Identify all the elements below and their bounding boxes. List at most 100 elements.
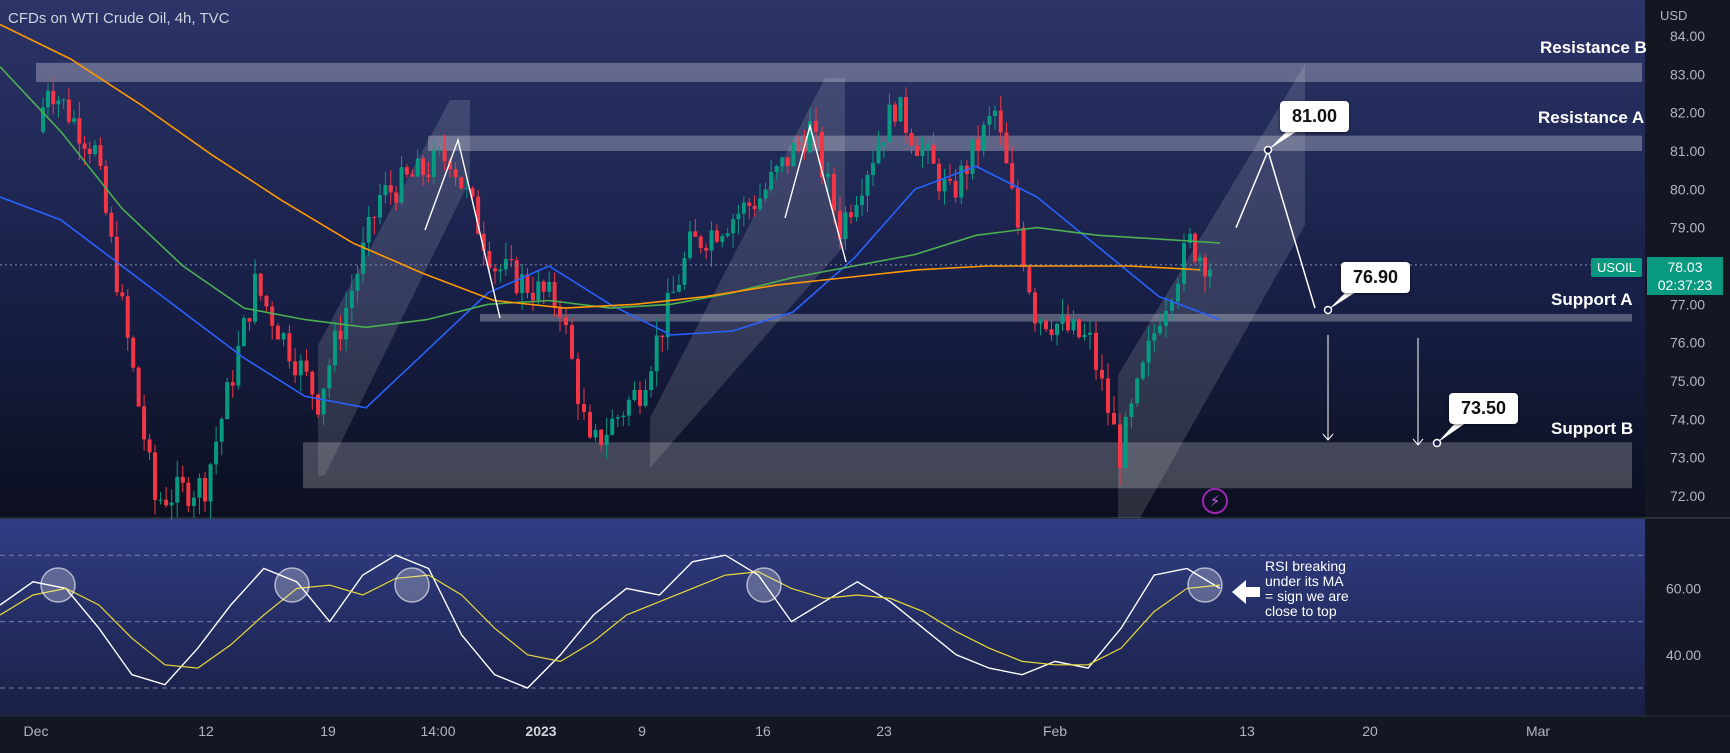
candle-body (615, 417, 620, 419)
ticker-symbol-badge[interactable]: USOIL (1591, 258, 1643, 277)
candle-body (147, 439, 152, 453)
price-tick-label: 72.00 (1670, 488, 1705, 504)
candle-body (682, 258, 687, 285)
candle-body (253, 273, 257, 322)
price-tick-label: 75.00 (1670, 373, 1705, 389)
callout-76-90[interactable]: 76.90 (1341, 262, 1411, 293)
lightning-icon[interactable]: ⚡ (1202, 488, 1228, 514)
candle-body (854, 204, 859, 218)
candle-body (230, 382, 235, 386)
candle-body (741, 202, 746, 214)
time-tick-label: Mar (1526, 723, 1550, 739)
candle-body (1135, 378, 1140, 404)
candle-body (448, 160, 452, 170)
target-point (1432, 438, 1442, 448)
swing-arrow (424, 137, 501, 319)
last-price-value: 78.03 (1667, 259, 1703, 275)
candle-body (981, 124, 986, 151)
candle-body (136, 367, 141, 407)
candle-body (426, 174, 431, 178)
candle-body (626, 399, 631, 416)
candle-body (1010, 163, 1015, 189)
candle-body (926, 144, 930, 149)
candle-body (1015, 188, 1020, 228)
candle-body (588, 412, 592, 438)
candle-body (191, 497, 196, 506)
rsi-highlight-circle (40, 567, 76, 603)
arrow-left-icon (1232, 580, 1260, 604)
rsi-highlight-circle (746, 567, 782, 603)
target-point (1323, 305, 1333, 315)
callout-73-50[interactable]: 73.50 (1449, 393, 1519, 424)
time-axis: Dec 12 19 14:00 2023 9 16 23 Feb 13 20 Mar (24, 723, 1551, 739)
rsi-line (0, 554, 1221, 689)
rsi-tick-label: 60.00 (1666, 580, 1701, 596)
candle-body (791, 143, 796, 167)
candle-body (153, 452, 157, 500)
callout-81-00[interactable]: 81.00 (1280, 101, 1350, 132)
time-tick-label: 9 (638, 723, 646, 739)
candle-body (442, 149, 447, 161)
callout-pointer (1437, 420, 1470, 443)
candle-body (915, 145, 919, 156)
candle-body (87, 148, 92, 155)
candle-body (125, 296, 130, 338)
candle-body (993, 110, 997, 117)
candle-body (1123, 416, 1128, 468)
time-tick-label: 16 (755, 723, 771, 739)
candle-body (1033, 292, 1037, 324)
down-arrow-head (1412, 438, 1424, 446)
candle-body (1077, 319, 1081, 338)
candle-body (909, 132, 914, 146)
candle-body (158, 499, 163, 501)
currency-label: USD (1660, 8, 1688, 23)
axis-background (1645, 0, 1730, 748)
candle-body (959, 165, 964, 198)
candle-body (293, 361, 298, 376)
candle-body (937, 163, 941, 192)
candle-body (1027, 267, 1032, 293)
candle-body (270, 306, 275, 326)
callout-pointer (1268, 128, 1302, 150)
candle-body (1208, 269, 1212, 277)
candle-body (536, 281, 541, 301)
time-tick-label: 19 (320, 723, 336, 739)
candle-body (814, 121, 818, 132)
zone-box (303, 442, 1632, 489)
candle-body (355, 273, 360, 291)
candle-body (476, 196, 481, 234)
zone-box (428, 135, 1642, 151)
candle-body (688, 231, 692, 259)
candle-body (1129, 403, 1134, 417)
candle-body (709, 230, 714, 251)
candle-body (93, 145, 97, 155)
time-tick-label: 23 (876, 723, 892, 739)
candle-body (987, 116, 992, 125)
candle-body (304, 360, 309, 372)
candle-body (383, 185, 388, 196)
candle-body (530, 292, 535, 301)
candle-body (72, 118, 77, 122)
candle-body (1146, 340, 1151, 363)
rsi-tick-label: 40.00 (1666, 647, 1701, 663)
rsi-highlight-circle (1187, 567, 1223, 603)
candle-body (1088, 332, 1092, 335)
candle-body (431, 150, 436, 178)
candle-body (893, 104, 897, 122)
candle-body (1094, 332, 1098, 370)
projection-arrows-layer (424, 123, 1470, 448)
candle-body (871, 163, 875, 176)
candle-body (898, 96, 903, 122)
candle-body (509, 259, 514, 261)
candle-body (1198, 257, 1202, 262)
candle-body (298, 360, 303, 376)
candle-body (493, 268, 497, 272)
candle-body (832, 173, 836, 211)
candle-body (763, 189, 768, 199)
candle-body (720, 236, 725, 242)
rsi-pane-background (0, 518, 1645, 716)
candle-body (175, 476, 180, 503)
candle-body (142, 406, 147, 440)
